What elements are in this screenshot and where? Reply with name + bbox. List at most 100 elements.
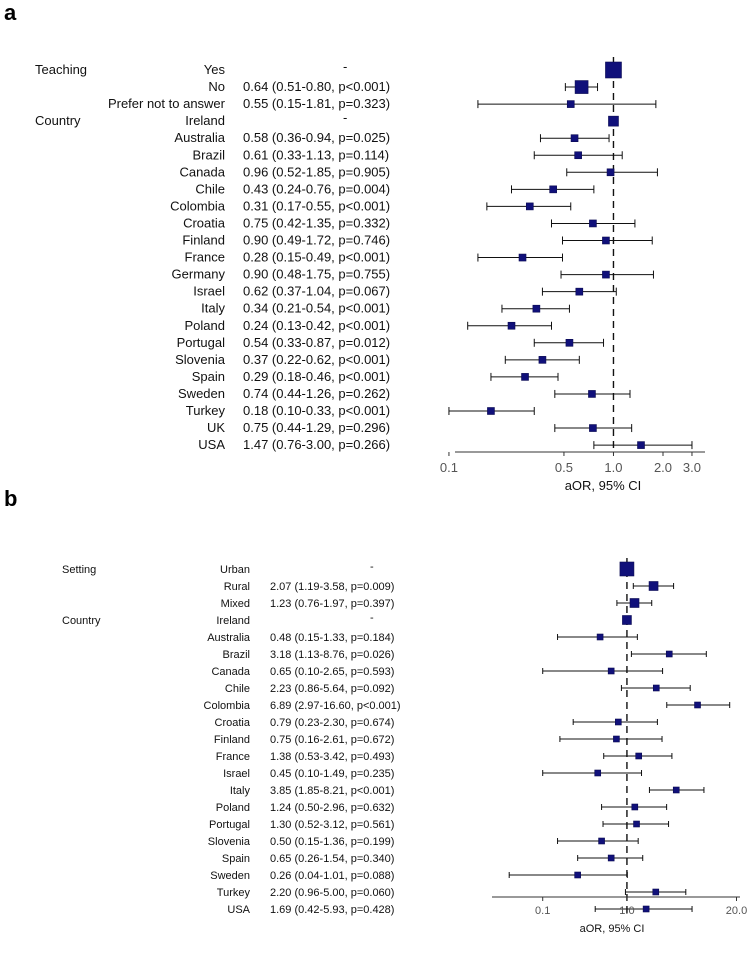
point-estimate xyxy=(588,390,596,398)
row-estimate-text: 0.75 (0.44-1.29, p=0.296) xyxy=(243,420,390,435)
point-estimate xyxy=(613,735,620,743)
row-estimate-text: 0.55 (0.15-1.81, p=0.323) xyxy=(243,96,390,111)
row-label: Australia xyxy=(207,632,251,644)
point-estimate xyxy=(525,202,534,211)
x-axis-title: aOR, 95% CI xyxy=(565,478,642,493)
row-estimate-text: - xyxy=(343,110,347,125)
point-estimate xyxy=(570,134,579,142)
point-estimate xyxy=(589,424,597,432)
row-label: Slovenia xyxy=(175,352,226,367)
x-tick-label: 3.0 xyxy=(683,460,701,475)
row-label: Brazil xyxy=(192,147,225,162)
point-estimate xyxy=(518,253,527,262)
point-estimate xyxy=(652,888,660,896)
row-estimate-text: 1.24 (0.50-2.96, p=0.632) xyxy=(270,802,394,814)
row-label: Portugal xyxy=(209,819,250,831)
reference-point xyxy=(619,561,635,577)
row-estimate-text: 0.74 (0.44-1.26, p=0.262) xyxy=(243,386,390,401)
point-estimate xyxy=(574,151,582,160)
row-label: USA xyxy=(198,437,225,452)
row-estimate-text: 0.54 (0.33-0.87, p=0.012) xyxy=(243,335,390,350)
point-estimate xyxy=(615,718,622,726)
row-label: Croatia xyxy=(215,717,251,729)
row-estimate-text: 0.65 (0.26-1.54, p=0.340) xyxy=(270,853,394,865)
row-estimate-text: 0.24 (0.13-0.42, p<0.001) xyxy=(243,318,390,333)
point-estimate xyxy=(594,769,602,777)
panel-b-forest-plot: Setting Urban - Rural 2.07 (1.19-3.58, p=0.0… xyxy=(62,558,747,935)
row-estimate-text: 0.29 (0.18-0.46, p<0.001) xyxy=(243,369,390,384)
row-estimate-text: 0.65 (0.10-2.65, p=0.593) xyxy=(270,666,394,678)
row-estimate-text: 2.20 (0.96-5.00, p=0.060) xyxy=(270,887,394,899)
row-label: Poland xyxy=(185,318,225,333)
point-estimate xyxy=(631,803,639,811)
row-estimate-text: 0.62 (0.37-1.04, p=0.067) xyxy=(243,284,390,299)
row-estimate-text: 0.90 (0.49-1.72, p=0.746) xyxy=(243,233,390,248)
row-label: Mixed xyxy=(221,598,250,610)
reference-point xyxy=(608,115,619,127)
x-tick-label: 0.1 xyxy=(535,905,550,917)
x-axis-title: aOR, 95% CI xyxy=(580,923,645,935)
row-estimate-text: 0.18 (0.10-0.33, p<0.001) xyxy=(243,403,390,418)
row-label: Australia xyxy=(174,130,225,145)
row-label: Canada xyxy=(179,164,225,179)
row-label: Yes xyxy=(204,62,226,77)
reference-point xyxy=(605,61,622,79)
row-label: Spain xyxy=(222,853,250,865)
panel-b-letter: b xyxy=(4,486,17,511)
point-estimate xyxy=(642,905,650,913)
row-label: Chile xyxy=(225,683,250,695)
point-estimate xyxy=(665,650,673,658)
point-estimate xyxy=(487,407,495,415)
row-estimate-text: 0.28 (0.15-0.49, p<0.001) xyxy=(243,250,390,265)
row-label: Colombia xyxy=(170,198,226,213)
row-label: No xyxy=(208,79,225,94)
panel-a-letter: a xyxy=(4,0,17,25)
row-label: Ireland xyxy=(185,113,225,128)
row-estimate-text: 0.79 (0.23-2.30, p=0.674) xyxy=(270,717,394,729)
row-label: Finland xyxy=(214,734,250,746)
x-tick-label: 0.5 xyxy=(555,460,573,475)
row-label: Ireland xyxy=(216,615,250,627)
row-estimate-text: 0.58 (0.36-0.94, p=0.025) xyxy=(243,130,390,145)
row-label: Finland xyxy=(182,233,225,248)
reference-point xyxy=(622,615,632,625)
point-estimate xyxy=(629,598,640,608)
row-label: Germany xyxy=(172,267,226,282)
point-estimate xyxy=(637,441,645,449)
point-estimate xyxy=(574,80,589,94)
row-label: Urban xyxy=(220,564,250,576)
row-estimate-text: 0.43 (0.24-0.76, p=0.004) xyxy=(243,181,390,196)
row-estimate-text: 0.61 (0.33-1.13, p=0.114) xyxy=(243,147,389,162)
row-label: Sweden xyxy=(178,386,225,401)
row-label: Italy xyxy=(230,785,251,797)
row-estimate-text: 1.69 (0.42-5.93, p=0.428) xyxy=(270,904,394,916)
row-label: Slovenia xyxy=(208,836,251,848)
row-label: France xyxy=(216,751,250,763)
row-estimate-text: 0.75 (0.16-2.61, p=0.672) xyxy=(270,734,394,746)
row-estimate-text: 0.26 (0.04-1.01, p=0.088) xyxy=(270,870,394,882)
row-estimate-text: 3.85 (1.85-8.21, p<0.001) xyxy=(270,785,394,797)
point-estimate xyxy=(607,854,615,862)
row-estimate-text: 0.48 (0.15-1.33, p=0.184) xyxy=(270,632,394,644)
row-estimate-text: 0.45 (0.10-1.49, p=0.235) xyxy=(270,768,394,780)
group-label: Country xyxy=(62,615,101,627)
panel-a-forest-plot: Teaching Yes - No 0.64 (0.51-0.80, p<0.001) P… xyxy=(35,57,705,493)
row-label: Canada xyxy=(211,666,250,678)
row-label: Poland xyxy=(216,802,250,814)
row-estimate-text: 0.31 (0.17-0.55, p<0.001) xyxy=(243,198,390,213)
row-estimate-text: - xyxy=(343,59,347,74)
row-estimate-text: 1.47 (0.76-3.00, p=0.266) xyxy=(243,437,390,452)
point-estimate xyxy=(652,684,660,692)
row-label: Spain xyxy=(192,369,225,384)
point-estimate xyxy=(694,701,701,709)
row-label: Chile xyxy=(195,181,225,196)
row-estimate-text: 2.23 (0.86-5.64, p=0.092) xyxy=(270,683,394,695)
row-estimate-text: 1.30 (0.52-3.12, p=0.561) xyxy=(270,819,394,831)
row-estimate-text: - xyxy=(370,612,374,624)
row-label: Turkey xyxy=(217,887,251,899)
row-estimate-text: 1.23 (0.76-1.97, p=0.397) xyxy=(270,598,394,610)
row-label: Israel xyxy=(193,284,225,299)
point-estimate xyxy=(538,356,547,364)
row-estimate-text: 0.90 (0.48-1.75, p=0.755) xyxy=(243,267,390,282)
x-tick-label: 1.0 xyxy=(604,460,622,475)
